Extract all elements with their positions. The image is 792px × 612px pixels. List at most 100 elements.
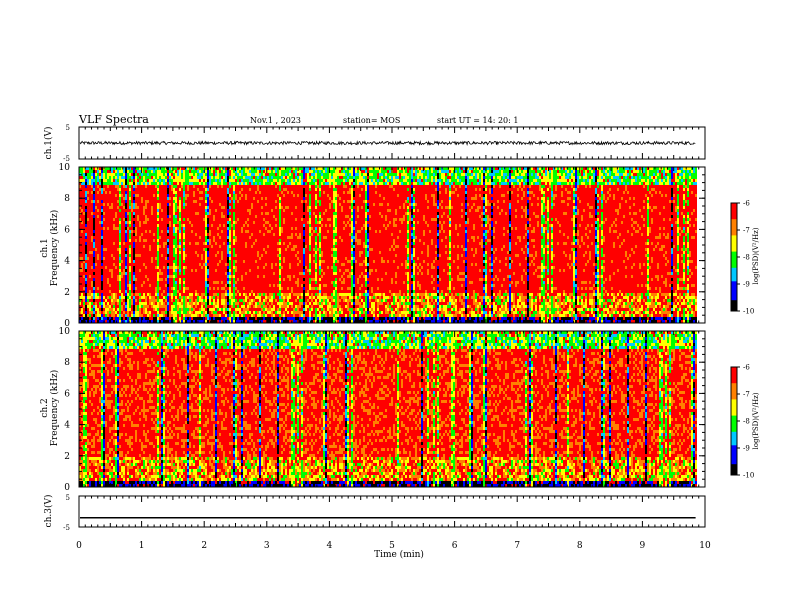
- spectrogram-cell: [123, 248, 125, 251]
- spectrogram-cell: [103, 179, 105, 182]
- spectrogram-cell: [107, 296, 109, 299]
- spectrogram-cell: [119, 299, 121, 302]
- spectrogram-cell: [93, 173, 95, 176]
- spectrogram-cell: [95, 227, 97, 230]
- spectrogram-cell: [103, 260, 105, 263]
- spectrogram-cell: [99, 254, 101, 257]
- spectrogram-cell: [115, 248, 117, 251]
- spectrogram-cell: [83, 278, 85, 281]
- spectrogram-cell: [113, 284, 115, 287]
- spectrogram-cell: [97, 275, 99, 278]
- spectrogram-cell: [109, 191, 111, 194]
- spectrogram-cell: [89, 194, 91, 197]
- spectrogram-cell: [83, 302, 85, 305]
- spectrogram-cell: [97, 215, 99, 218]
- spectrogram-cell: [95, 299, 97, 302]
- spectrogram-cell: [113, 308, 115, 311]
- spectrogram-cell: [107, 272, 109, 275]
- spectrogram-cell: [91, 224, 93, 227]
- spectrogram-cell: [111, 254, 113, 257]
- spectrogram-cell: [105, 170, 107, 173]
- spectrogram-cell: [85, 263, 87, 266]
- spectrogram-cell: [129, 308, 131, 311]
- spectrogram-cell: [129, 257, 131, 260]
- spectrogram-cell: [97, 206, 99, 209]
- spectrogram-cell: [81, 209, 83, 212]
- spectrogram-cell: [109, 200, 111, 203]
- spectrogram-cell: [121, 290, 123, 293]
- spectrogram-cell: [83, 185, 85, 188]
- spectrogram-cell: [97, 242, 99, 245]
- spectrogram-cell: [95, 230, 97, 233]
- spectrogram-cell: [129, 212, 131, 215]
- spectrogram-cell: [115, 251, 117, 254]
- spectrogram-cell: [105, 293, 107, 296]
- spectrogram-cell: [85, 215, 87, 218]
- spectrogram-cell: [95, 179, 97, 182]
- spectrogram-cell: [117, 206, 119, 209]
- spectrogram-cell: [93, 242, 95, 245]
- spectrogram-cell: [111, 305, 113, 308]
- spectrogram-cell: [85, 260, 87, 263]
- spectrogram-cell: [127, 275, 129, 278]
- spectrogram-cell: [121, 239, 123, 242]
- spectrogram-cell: [127, 230, 129, 233]
- spectrogram-cell: [107, 206, 109, 209]
- spectrogram-cell: [91, 197, 93, 200]
- spectrogram-cell: [131, 170, 133, 173]
- spectrogram-cell: [111, 182, 113, 185]
- spectrogram-cell: [93, 179, 95, 182]
- spectrogram-cell: [121, 254, 123, 257]
- spectrogram-cell: [115, 308, 117, 311]
- spectrogram-cell: [105, 200, 107, 203]
- spectrogram-cell: [119, 188, 121, 191]
- spectrogram-cell: [97, 266, 99, 269]
- spectrogram-cell: [123, 185, 125, 188]
- spectrogram-cell: [117, 176, 119, 179]
- spectrogram-cell: [107, 275, 109, 278]
- spectrogram-cell: [111, 191, 113, 194]
- spectrogram-cell: [107, 209, 109, 212]
- spectrogram-cell: [133, 254, 135, 257]
- spectrogram-cell: [129, 185, 131, 188]
- spectrogram-cell: [89, 209, 91, 212]
- spectrogram-cell: [109, 239, 111, 242]
- spectrogram-cell: [91, 299, 93, 302]
- spectrogram-cell: [127, 266, 129, 269]
- spectrogram-cell: [121, 188, 123, 191]
- spectrogram-cell: [85, 242, 87, 245]
- spectrogram-cell: [85, 302, 87, 305]
- spectrogram-cell: [97, 185, 99, 188]
- spectrogram-cell: [123, 194, 125, 197]
- spectrogram-cell: [121, 212, 123, 215]
- spectrogram-cell: [125, 173, 127, 176]
- spectrogram-cell: [95, 290, 97, 293]
- spectrogram-cell: [103, 203, 105, 206]
- ch1-spectrogram-panel: ch.1 Frequency (kHz) 0246810 -6-7-8-9-10…: [40, 163, 760, 329]
- spectrogram-cell: [119, 185, 121, 188]
- spectrogram-cell: [101, 248, 103, 251]
- spectrogram-cell: [93, 257, 95, 260]
- spectrogram-cell: [89, 227, 91, 230]
- spectrogram-cell: [81, 185, 83, 188]
- spectrogram-cell: [83, 245, 85, 248]
- spectrogram-cell: [89, 251, 91, 254]
- spectrogram-cell: [111, 257, 113, 260]
- spectrogram-cell: [109, 227, 111, 230]
- spectrogram-cell: [131, 260, 133, 263]
- spectrogram-cell: [129, 224, 131, 227]
- spectrogram-cell: [85, 281, 87, 284]
- spectrogram-cell: [101, 290, 103, 293]
- spectrogram-cell: [91, 287, 93, 290]
- spectrogram-cell: [85, 290, 87, 293]
- spectrogram-cell: [103, 221, 105, 224]
- spectrogram-cell: [81, 230, 83, 233]
- spectrogram-cell: [103, 308, 105, 311]
- spectrogram-cell: [109, 269, 111, 272]
- spectrogram-cell: [101, 188, 103, 191]
- spectrogram-cell: [113, 311, 115, 314]
- spectrogram-cell: [89, 299, 91, 302]
- spectrogram-cell: [85, 185, 87, 188]
- spectrogram-cell: [109, 263, 111, 266]
- spectrogram-cell: [83, 200, 85, 203]
